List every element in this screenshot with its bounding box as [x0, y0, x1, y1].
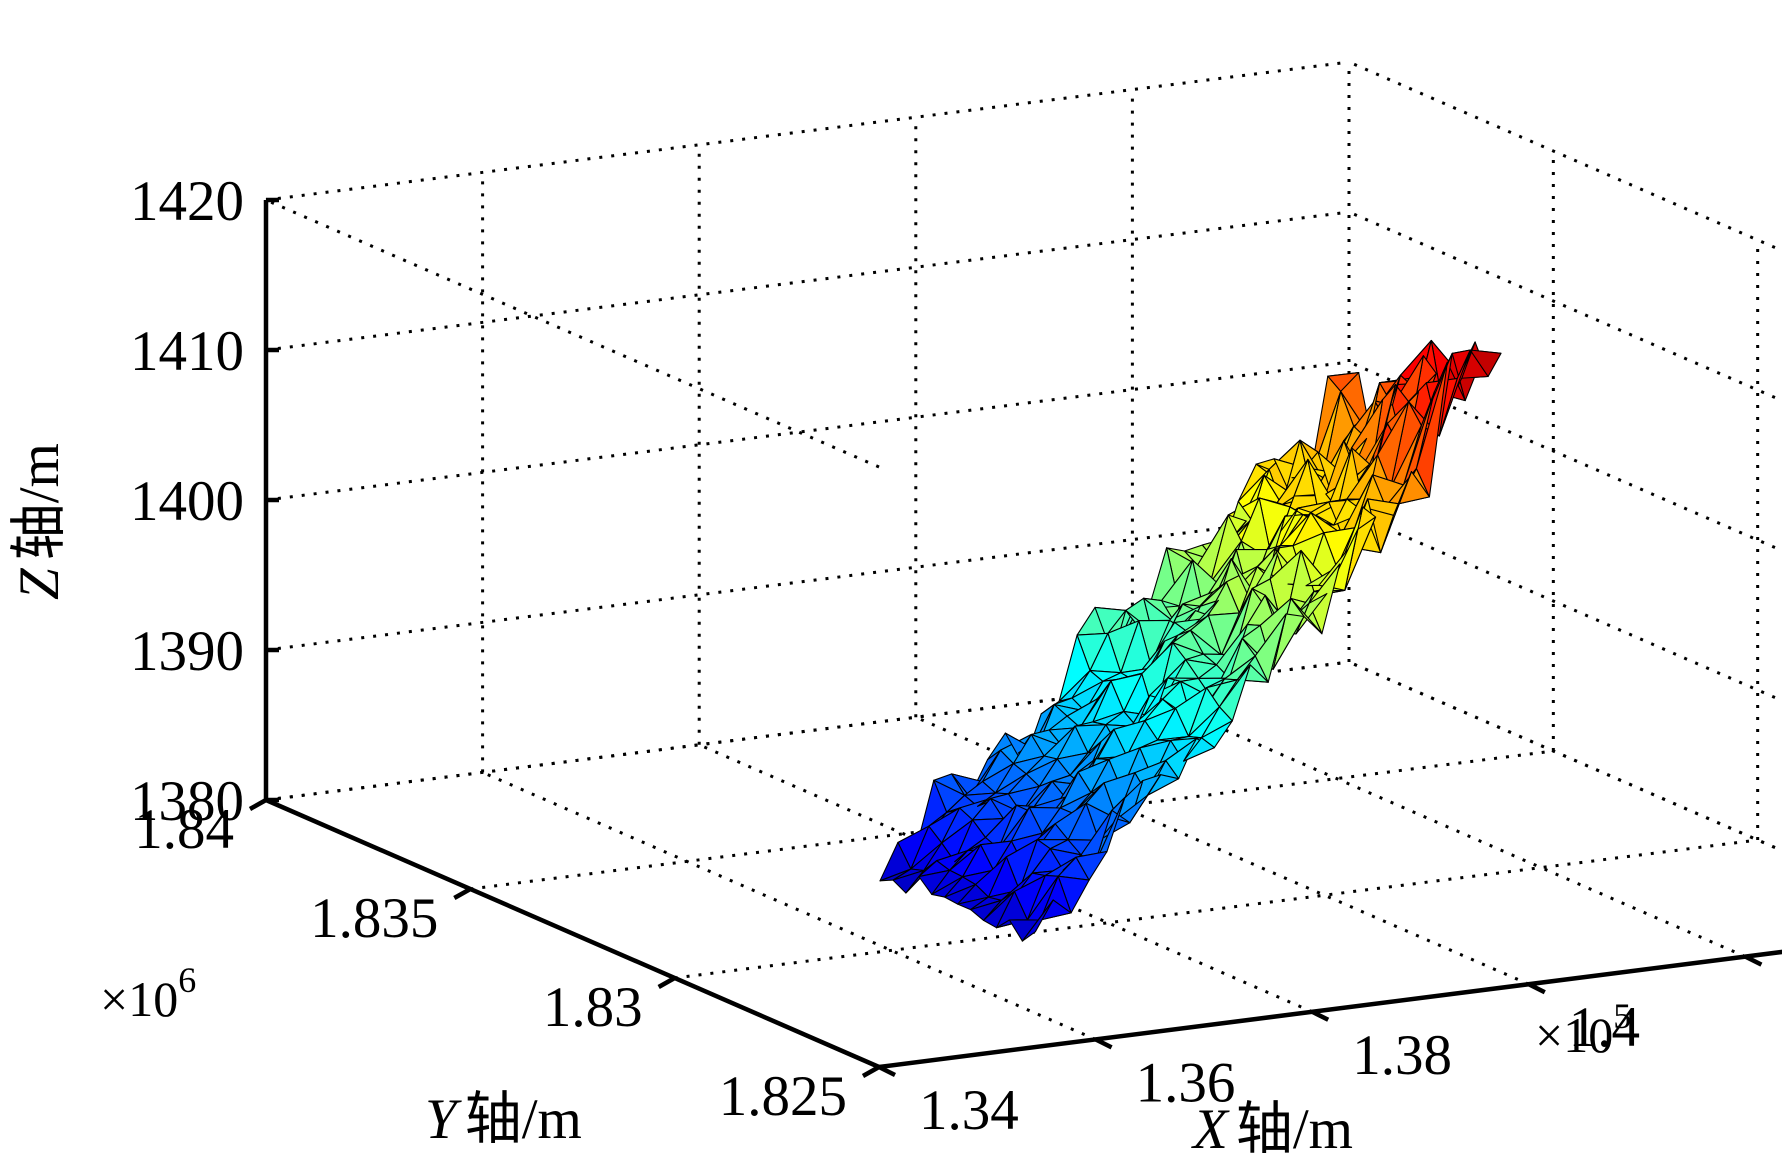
grid-line — [1348, 660, 1782, 853]
x-tick — [1094, 1037, 1113, 1050]
surface-facet — [1207, 612, 1240, 656]
z-tick-label: 1420 — [130, 170, 244, 233]
x-tick — [1744, 954, 1763, 967]
grid-line — [265, 60, 1350, 202]
y-multiplier: ×106 — [100, 960, 196, 1027]
z-tick-label: 1400 — [130, 470, 244, 533]
y-tick-label: 1.84 — [134, 798, 234, 861]
surface-facet — [1183, 737, 1215, 762]
x-tick — [877, 1064, 897, 1078]
grid-line — [265, 360, 1350, 502]
axes — [248, 197, 1782, 1078]
z-tick-label: 1410 — [130, 320, 244, 383]
surface-facet — [1021, 899, 1054, 942]
grid-line — [265, 198, 880, 469]
tick-labels: 1380 1390 1400 1410 1420 1.825 1.83 1.835 1.84 1.… — [130, 170, 1640, 1142]
x-axis-label: X 轴/m — [1191, 1098, 1353, 1158]
x-tick-label: 1.38 — [1352, 1024, 1452, 1087]
x-multiplier: ×105 — [1535, 996, 1631, 1063]
grid-lines — [264, 60, 1782, 1069]
y-tick — [453, 887, 472, 900]
y-tick-label: 1.825 — [719, 1065, 847, 1128]
x-tick-label: 1.34 — [919, 1079, 1019, 1142]
surface-facet — [1469, 349, 1502, 378]
y-tick-label: 1.83 — [543, 976, 643, 1039]
y-tick-label: 1.835 — [310, 887, 438, 950]
z-tick-label: 1380 — [130, 770, 244, 833]
grid-line — [674, 838, 1758, 980]
grid-line — [1348, 660, 1782, 853]
x-axis-line — [878, 949, 1782, 1070]
grid-line — [265, 660, 1350, 802]
y-tick — [248, 798, 268, 811]
grid-line — [470, 749, 1554, 891]
grid-line — [265, 210, 1350, 352]
z-axis-label: Z轴/m — [8, 443, 71, 600]
grid-line — [878, 950, 1782, 1069]
y-tick — [861, 1065, 881, 1078]
x-tick-label: 1.4 — [1569, 996, 1640, 1059]
x-tick-label: 1.36 — [1136, 1051, 1236, 1114]
x-tick — [1527, 982, 1546, 995]
grid-line — [1348, 60, 1782, 253]
surface-facet — [1075, 850, 1108, 881]
y-tick — [657, 976, 676, 989]
x-tick — [1311, 1009, 1330, 1022]
y-axis-label: Y 轴/m — [425, 1088, 582, 1151]
z-tick-label: 1390 — [130, 620, 244, 683]
grid-line — [1348, 510, 1782, 703]
grid-line — [265, 510, 1350, 652]
surface-mesh — [879, 339, 1502, 942]
y-axis-line — [265, 797, 880, 1070]
